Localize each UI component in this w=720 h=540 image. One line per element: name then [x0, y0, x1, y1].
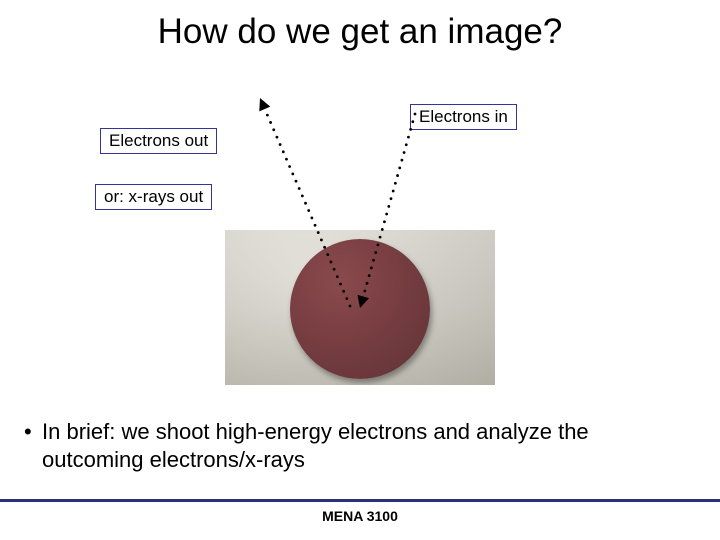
bullet-text: • In brief: we shoot high-energy electro…	[42, 418, 682, 473]
slide-title: How do we get an image?	[0, 12, 720, 52]
footer-label: MENA 3100	[0, 508, 720, 524]
bullet-marker: •	[24, 418, 32, 446]
bullet-content: In brief: we shoot high-energy electrons…	[42, 419, 589, 472]
label-electrons-in: Electrons in	[410, 104, 517, 130]
sample-disc	[290, 239, 430, 379]
label-electrons-out: Electrons out	[100, 128, 217, 154]
label-xrays-out: or: x-rays out	[95, 184, 212, 210]
footer-divider	[0, 499, 720, 502]
sample-photo	[225, 230, 495, 385]
